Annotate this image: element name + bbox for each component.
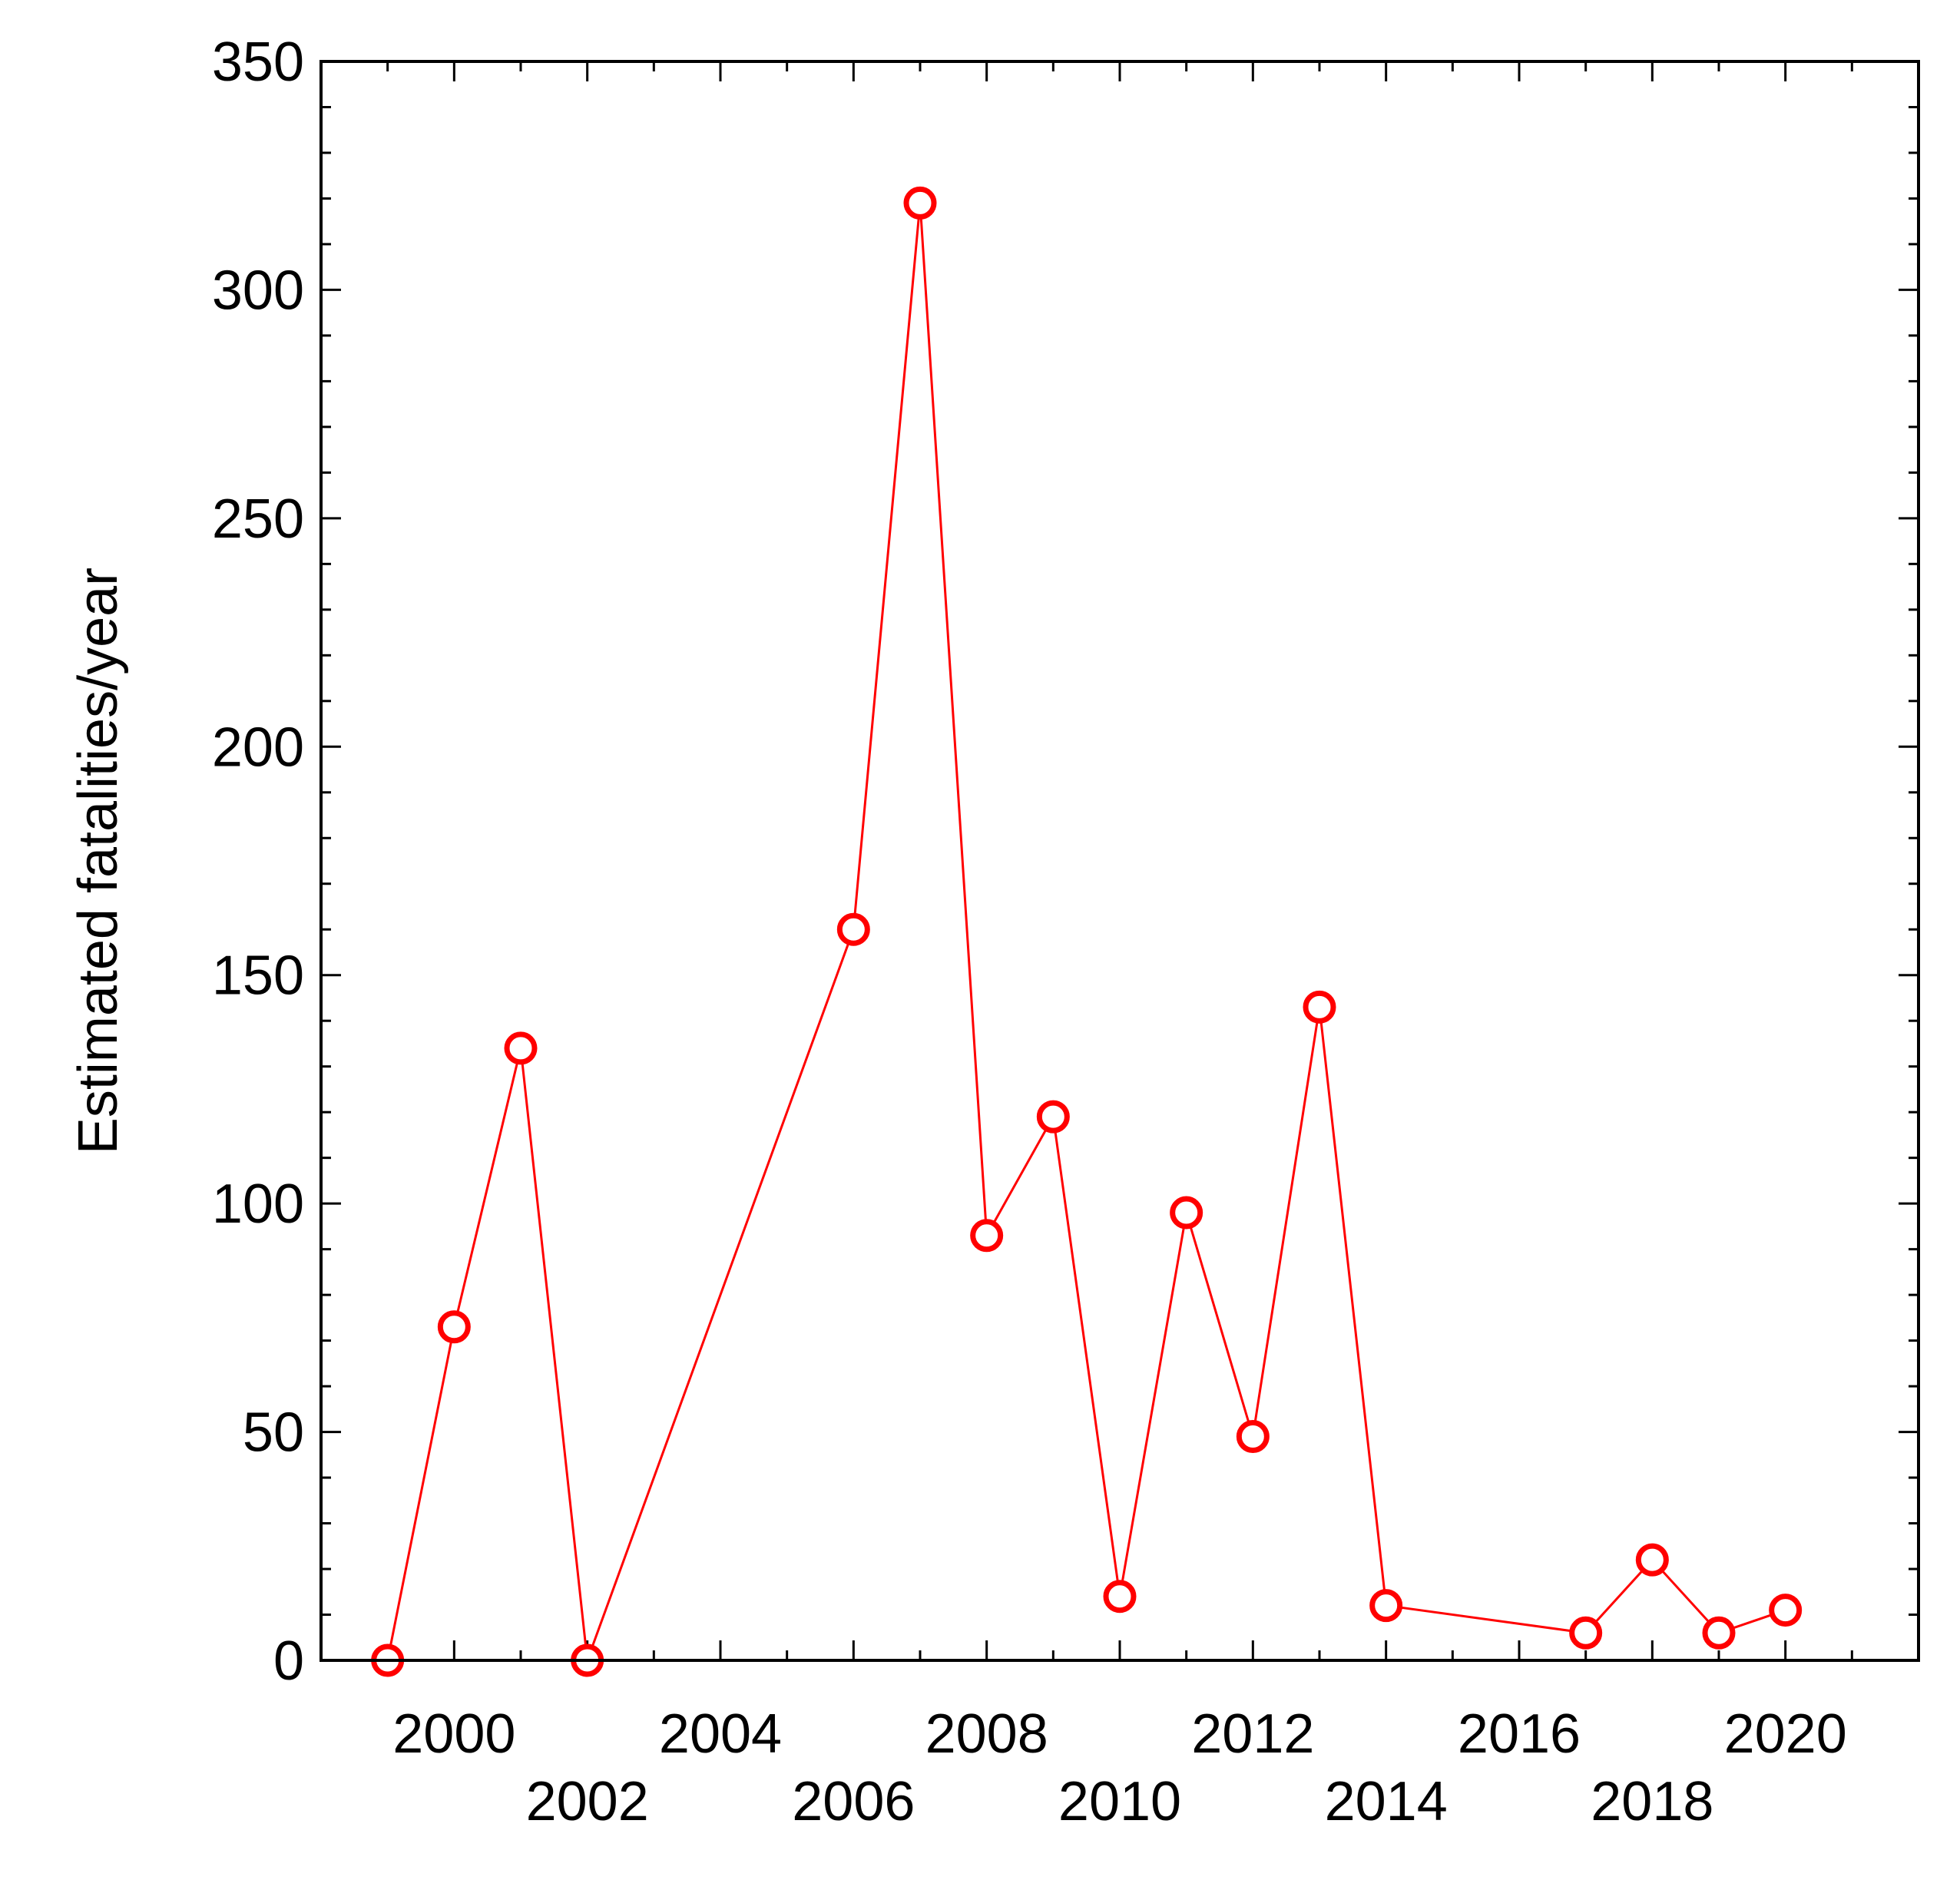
data-point <box>1303 990 1336 1024</box>
data-point <box>1702 1616 1736 1650</box>
x-tick-label: 2018 <box>1591 1771 1713 1832</box>
data-point <box>1769 1594 1803 1627</box>
y-tick-label: 0 <box>273 1630 304 1692</box>
x-tick-label: 2012 <box>1191 1703 1314 1765</box>
plot-frame <box>319 60 1920 1662</box>
data-point <box>437 1310 471 1344</box>
y-tick-label: 300 <box>212 260 304 321</box>
data-point <box>903 186 937 220</box>
data-point <box>1369 1589 1403 1623</box>
data-point <box>504 1031 538 1065</box>
y-tick-label: 200 <box>212 717 304 778</box>
x-tick-label: 2006 <box>792 1771 915 1832</box>
x-tick-label: 2002 <box>526 1771 649 1832</box>
y-tick-label: 250 <box>212 488 304 550</box>
x-tick-label: 2004 <box>659 1703 782 1765</box>
x-tick-label: 2016 <box>1458 1703 1581 1765</box>
x-tick-label: 2010 <box>1058 1771 1181 1832</box>
data-point <box>1103 1580 1137 1614</box>
x-tick-label: 2020 <box>1724 1703 1847 1765</box>
y-tick-label: 50 <box>243 1402 304 1464</box>
data-point <box>1170 1196 1203 1230</box>
data-point <box>1569 1616 1603 1650</box>
data-point <box>1635 1543 1669 1577</box>
y-tick-label: 350 <box>212 31 304 93</box>
x-tick-label: 2008 <box>925 1703 1048 1765</box>
x-tick-label: 2014 <box>1325 1771 1448 1832</box>
data-point <box>1036 1100 1070 1134</box>
y-tick-label: 100 <box>212 1173 304 1235</box>
data-point <box>970 1219 1004 1253</box>
x-tick-label: 2000 <box>392 1703 515 1765</box>
y-axis-title: Estimated fatalities/year <box>68 568 129 1154</box>
y-tick-label: 150 <box>212 945 304 1007</box>
series-layer <box>371 186 1803 1677</box>
tick-labels: 0 50 100 150 200 250 300 350 2000200220042006200… <box>212 31 1847 1832</box>
data-point <box>1236 1420 1270 1454</box>
data-point <box>836 912 870 946</box>
